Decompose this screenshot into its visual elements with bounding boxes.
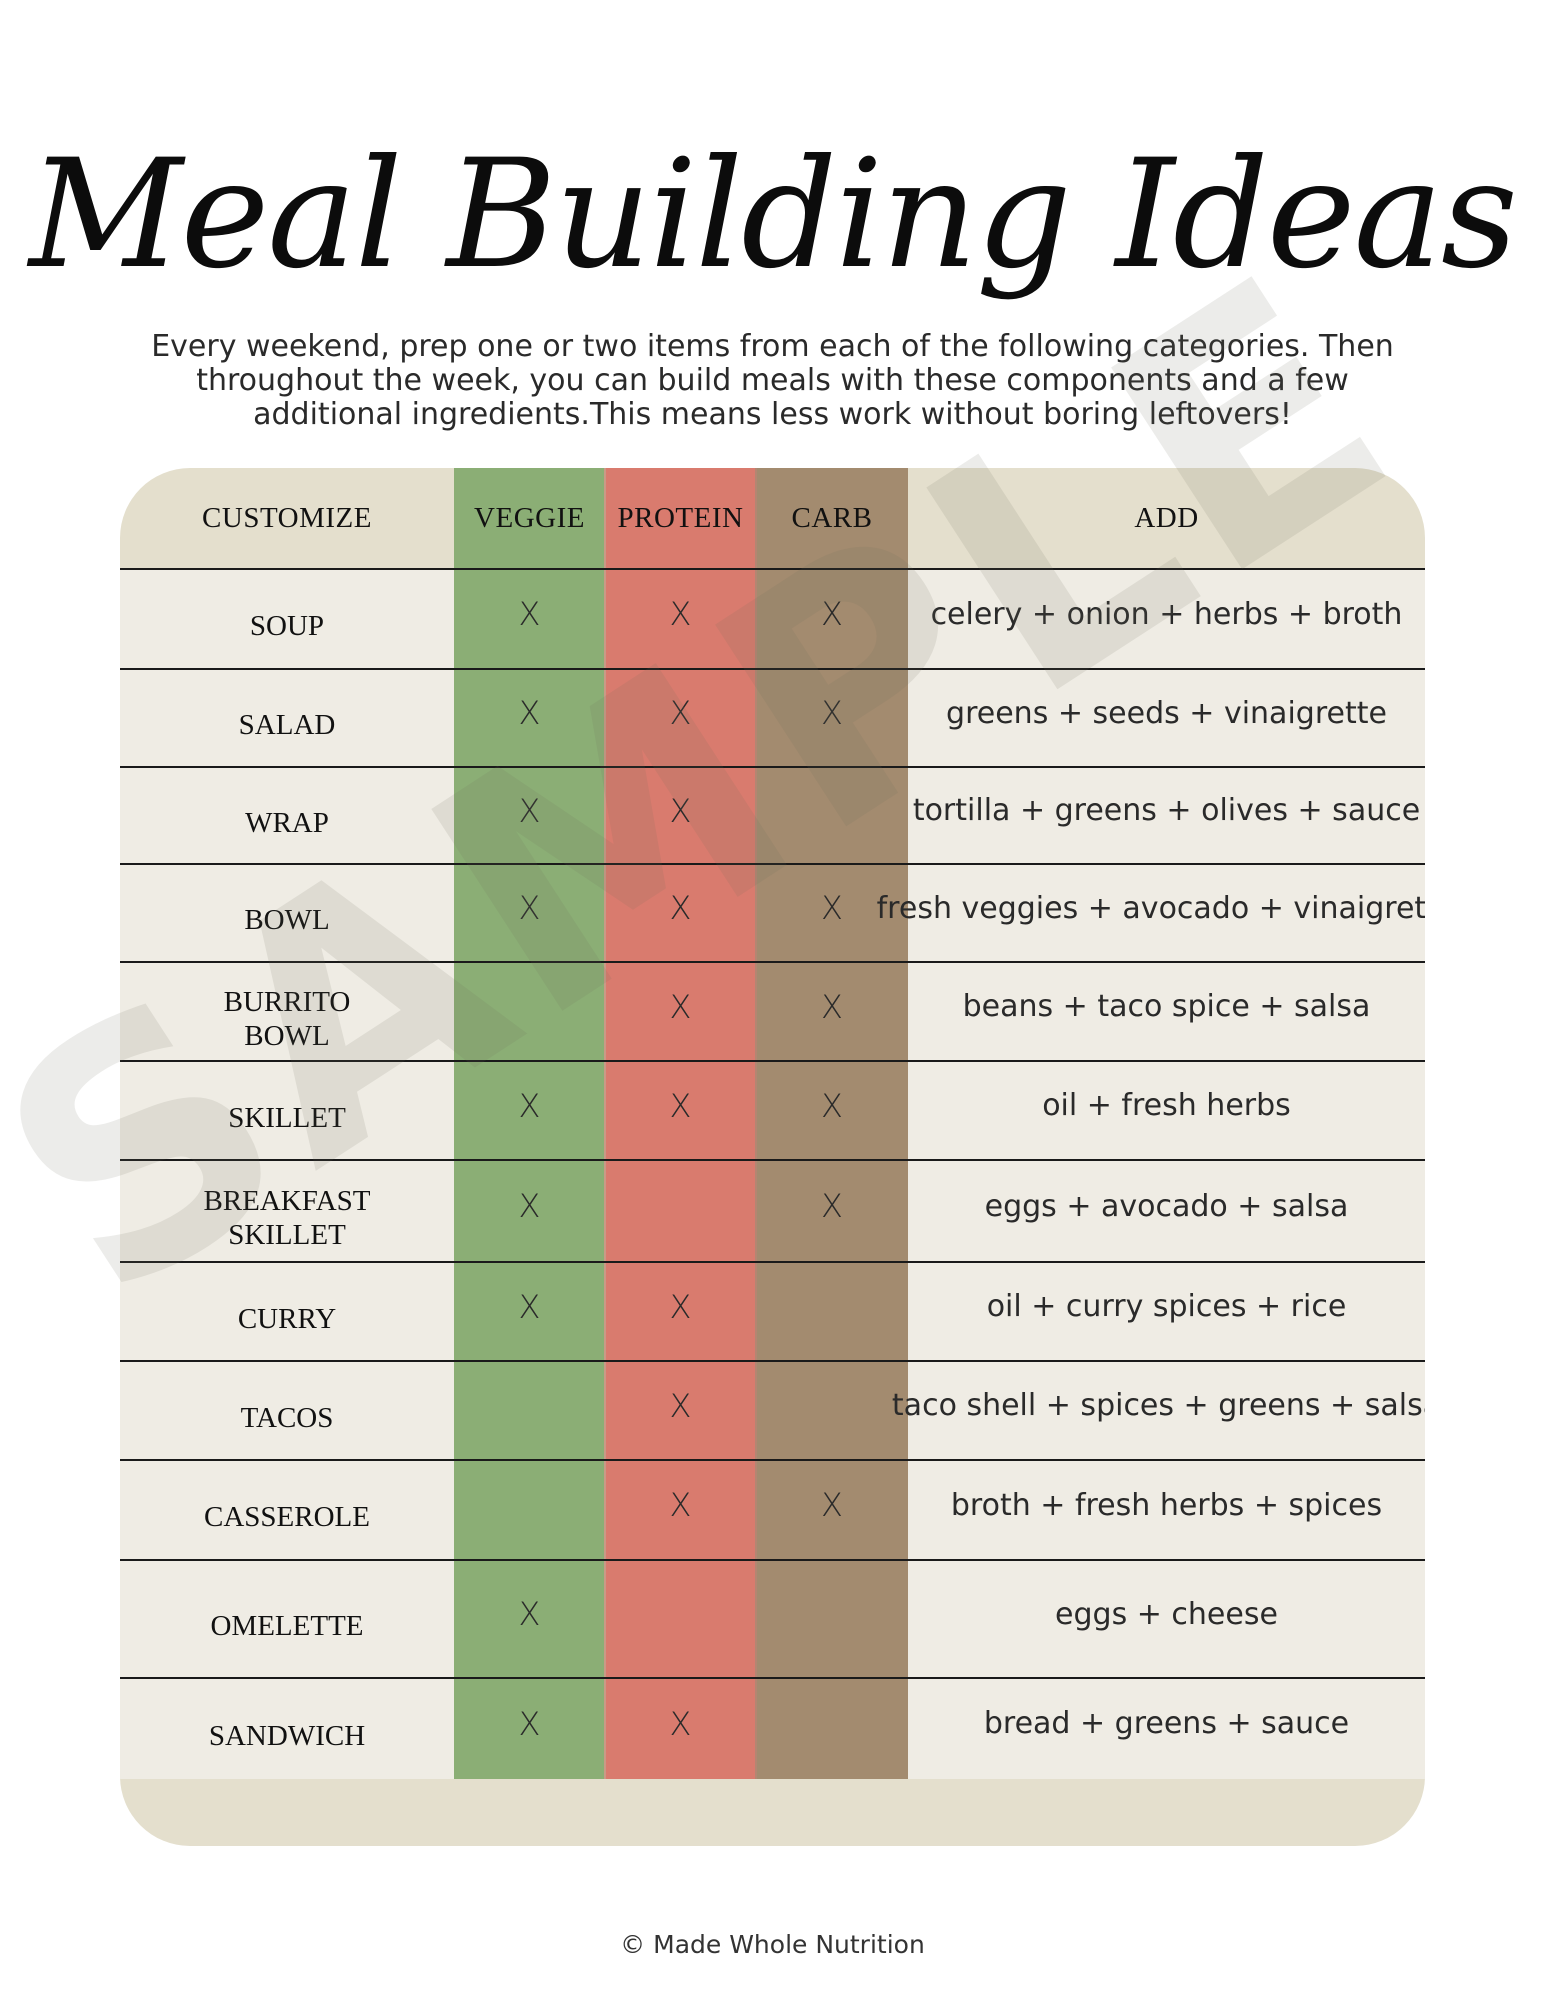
row-name: CURRY (237, 1302, 337, 1335)
carb-mark: X (821, 1187, 843, 1225)
row-name: CASSEROLE (204, 1501, 370, 1533)
page-title: Meal Building Ideas (29, 128, 1518, 302)
protein-mark: X (669, 595, 692, 633)
carb-mark (756, 1357, 908, 1454)
carb-mark: X (821, 987, 843, 1026)
protein-mark: X (669, 889, 692, 927)
header-add: ADD (1134, 502, 1199, 534)
row-add-ingredients: fresh veggies + avocado + vinaigrette (876, 890, 1425, 926)
header-protein: PROTEIN (617, 502, 744, 534)
carb-mark (756, 1674, 908, 1773)
row-divider (120, 1677, 1425, 1679)
row-add-ingredients: taco shell + spices + greens + salsa (891, 1388, 1425, 1423)
carb-mark (756, 1556, 908, 1672)
protein-mark: X (669, 1287, 692, 1326)
header-carb: CARB (791, 502, 873, 534)
header-customize: CUSTOMIZE (202, 502, 372, 534)
row-divider (120, 766, 1425, 768)
veggie-mark: X (518, 1704, 541, 1743)
column-divider (604, 468, 606, 1779)
row-name: BOWL (244, 904, 330, 936)
row-divider (120, 863, 1425, 865)
protein-mark: X (669, 1086, 692, 1125)
row-divider (120, 961, 1425, 963)
footer-copyright: © Made Whole Nutrition (620, 1930, 925, 1959)
row-name: SKILLET (228, 1101, 346, 1134)
row-divider (120, 1459, 1425, 1461)
veggie-mark: X (518, 595, 541, 633)
row-name: SANDWICH (208, 1719, 366, 1752)
veggie-mark: X (518, 889, 541, 927)
carb-mark: X (821, 889, 843, 927)
veggie-mark: X (518, 1086, 541, 1125)
veggie-mark (454, 958, 605, 1055)
row-name: OMELETTE (210, 1610, 364, 1642)
row-name: WRAP (245, 806, 329, 839)
veggie-mark (454, 1456, 605, 1554)
carb-mark: X (821, 595, 843, 633)
column-divider (755, 468, 757, 1779)
row-divider (120, 1060, 1425, 1062)
header-veggie: VEGGIE (474, 502, 585, 534)
intro-paragraph: Every weekend, prep one or two items fro… (151, 329, 1394, 432)
protein-mark: X (669, 1386, 692, 1425)
row-name: TACOS (240, 1401, 334, 1434)
row-add-ingredients: broth + fresh herbs + spices (950, 1487, 1383, 1523)
row-add-ingredients: tortilla + greens + olives + sauce (912, 793, 1421, 828)
row-add-ingredients: greens + seeds + vinaigrette (946, 695, 1387, 731)
carb-mark: X (821, 694, 843, 732)
row-divider (120, 1159, 1425, 1161)
row-add-ingredients: bread + greens + sauce (983, 1706, 1350, 1741)
veggie-mark: X (518, 1595, 541, 1633)
row-divider (120, 1261, 1425, 1263)
veggie-mark: X (518, 791, 541, 830)
row-add-ingredients: oil + curry spices + rice (986, 1289, 1347, 1324)
row-divider (120, 1559, 1425, 1561)
row-divider (120, 668, 1425, 670)
protein-mark: X (669, 987, 692, 1026)
row-add-ingredients: eggs + cheese (1055, 1596, 1278, 1632)
protein-mark: X (669, 1486, 692, 1524)
protein-mark: X (669, 791, 692, 830)
protein-mark: X (669, 1704, 692, 1743)
row-name: BREAKFAST SKILLET (203, 1185, 371, 1251)
veggie-mark (454, 1357, 605, 1454)
carb-mark: X (821, 1486, 843, 1524)
veggie-mark: X (518, 1187, 541, 1225)
row-add-ingredients: beans + taco spice + salsa (962, 989, 1371, 1024)
veggie-mark: X (518, 1287, 541, 1326)
row-name: BURRITO BOWL (223, 985, 351, 1052)
carb-mark (756, 763, 908, 858)
carb-mark: X (821, 1086, 843, 1125)
veggie-mark: X (518, 694, 541, 732)
row-name: SALAD (238, 709, 336, 741)
row-add-ingredients: oil + fresh herbs (1042, 1088, 1291, 1123)
carb-mark (756, 1258, 908, 1355)
row-name: SOUP (249, 610, 325, 642)
row-divider (120, 568, 1425, 570)
protein-mark (605, 1156, 756, 1256)
meal-table-card: CUSTOMIZE VEGGIE PROTEIN CARB ADD SOUP X X… (120, 468, 1425, 1846)
protein-mark: X (669, 694, 692, 732)
protein-mark (605, 1556, 756, 1672)
row-add-ingredients: celery + onion + herbs + broth (930, 596, 1403, 632)
row-add-ingredients: eggs + avocado + salsa (984, 1188, 1349, 1224)
row-divider (120, 1360, 1425, 1362)
